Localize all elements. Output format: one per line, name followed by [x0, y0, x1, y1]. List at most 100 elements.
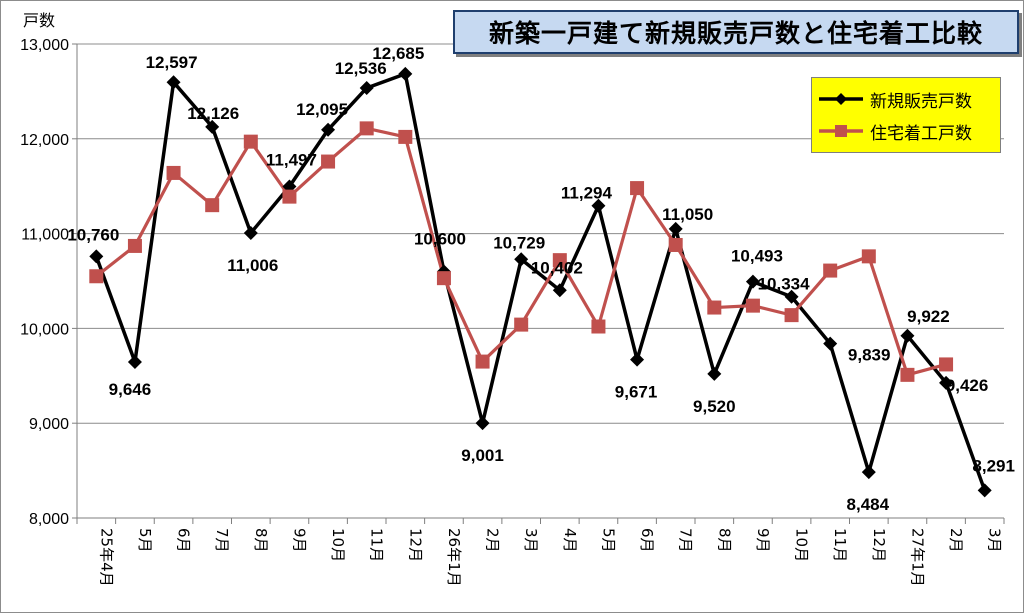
x-tick-label: 2月	[484, 528, 502, 553]
x-tick-label: 10月	[329, 528, 347, 562]
data-label: 11,050	[662, 205, 713, 224]
x-tick-label: 12月	[406, 528, 424, 562]
data-point-square	[823, 263, 838, 278]
data-point-square	[321, 154, 336, 169]
data-point-square	[436, 271, 451, 286]
data-point-diamond	[359, 80, 374, 95]
data-point-square	[205, 198, 220, 213]
x-tick-label: 9月	[290, 528, 308, 553]
x-tick-label: 11月	[368, 528, 386, 562]
data-point-diamond	[668, 221, 683, 236]
x-tick-label: 25年4月	[97, 528, 115, 587]
data-label: 9,001	[461, 446, 504, 465]
data-point-diamond	[784, 289, 799, 304]
data-label: 9,426	[946, 376, 989, 395]
y-axis-unit-label: 戸数	[23, 11, 56, 30]
data-point-square	[166, 165, 181, 180]
legend-square-icon	[819, 125, 863, 137]
data-point-diamond	[900, 328, 915, 343]
y-tick-label: 11,000	[21, 227, 69, 244]
data-point-square	[398, 129, 413, 144]
x-tick-label: 3月	[522, 528, 540, 553]
data-label: 12,685	[372, 44, 424, 63]
data-label: 10,760	[67, 225, 119, 244]
chart-title: 新築一戸建て新規販売戸数と住宅着工比較	[453, 10, 1019, 54]
y-tick-label: 13,000	[20, 37, 69, 54]
legend-item-starts: 住宅着工戸数	[818, 118, 972, 144]
data-label: 12,597	[146, 53, 198, 72]
legend-label-starts: 住宅着工戸数	[870, 123, 972, 144]
data-point-square	[514, 317, 529, 332]
x-tick-label: 7月	[677, 528, 695, 553]
data-label: 11,497	[266, 150, 317, 169]
data-label: 9,520	[693, 397, 736, 416]
data-label: 11,294	[561, 184, 613, 203]
data-point-diamond	[475, 416, 490, 431]
data-point-diamond	[861, 465, 876, 480]
data-point-diamond	[89, 249, 104, 264]
legend-label-sales: 新規販売戸数	[870, 91, 972, 112]
data-label: 10,402	[531, 258, 583, 277]
series-line-0	[94, 72, 987, 492]
y-tick-label: 12,000	[20, 132, 69, 149]
data-point-square	[784, 308, 799, 323]
x-tick-label: 2月	[947, 528, 965, 553]
legend: 新規販売戸数 住宅着工戸数	[811, 77, 1001, 153]
x-tick-label: 4月	[561, 528, 579, 553]
x-tick-label: 8月	[252, 528, 270, 553]
x-tick-label: 11月	[831, 528, 849, 562]
data-label: 12,126	[187, 104, 239, 123]
x-tick-label: 6月	[175, 528, 193, 553]
data-label: 8,291	[972, 456, 1015, 475]
x-tick-label: 27年1月	[908, 528, 926, 587]
data-point-diamond	[514, 252, 529, 267]
data-label: 10,334	[758, 275, 811, 294]
data-point-square	[668, 237, 683, 252]
data-point-square	[282, 189, 297, 204]
data-point-diamond	[630, 352, 645, 367]
x-tick-label: 8月	[715, 528, 733, 553]
x-tick-label: 9月	[754, 528, 772, 553]
data-point-square	[900, 367, 915, 382]
data-point-diamond	[977, 483, 992, 498]
data-point-diamond	[127, 354, 142, 369]
data-point-diamond	[205, 119, 220, 134]
data-point-square	[243, 134, 258, 149]
x-tick-label: 12月	[870, 528, 888, 562]
data-point-square	[707, 300, 722, 315]
data-label: 9,671	[615, 383, 658, 402]
data-label: 10,493	[731, 247, 783, 266]
y-tick-label: 10,000	[20, 321, 69, 338]
data-point-diamond	[321, 122, 336, 137]
data-point-square	[89, 269, 104, 284]
data-label: 12,095	[296, 100, 348, 119]
x-tick-label: 6月	[638, 528, 656, 553]
data-point-diamond	[166, 75, 181, 90]
data-label: 11,006	[227, 256, 278, 275]
data-point-square	[127, 238, 142, 253]
x-tick-label: 26年1月	[445, 528, 463, 587]
data-label: 9,922	[907, 307, 950, 326]
x-tick-label: 10月	[793, 528, 811, 562]
x-tick-label: 3月	[986, 528, 1004, 553]
data-point-square	[861, 249, 876, 264]
x-tick-label: 7月	[213, 528, 231, 553]
data-label: 8,484	[847, 495, 890, 514]
data-point-square	[630, 181, 645, 196]
legend-item-sales: 新規販売戸数	[818, 86, 972, 112]
x-tick-label: 5月	[136, 528, 154, 553]
data-point-diamond	[939, 375, 954, 390]
x-tick-label: 5月	[599, 528, 617, 553]
data-point-diamond	[745, 274, 760, 289]
data-point-square	[475, 354, 490, 369]
y-tick-label: 9,000	[29, 416, 69, 433]
data-point-diamond	[398, 66, 413, 81]
y-tick-label: 8,000	[29, 511, 69, 528]
data-point-diamond	[823, 336, 838, 351]
data-label: 12,536	[335, 59, 387, 78]
data-point-square	[552, 253, 567, 268]
data-point-diamond	[552, 283, 567, 298]
data-label: 9,839	[848, 346, 891, 365]
